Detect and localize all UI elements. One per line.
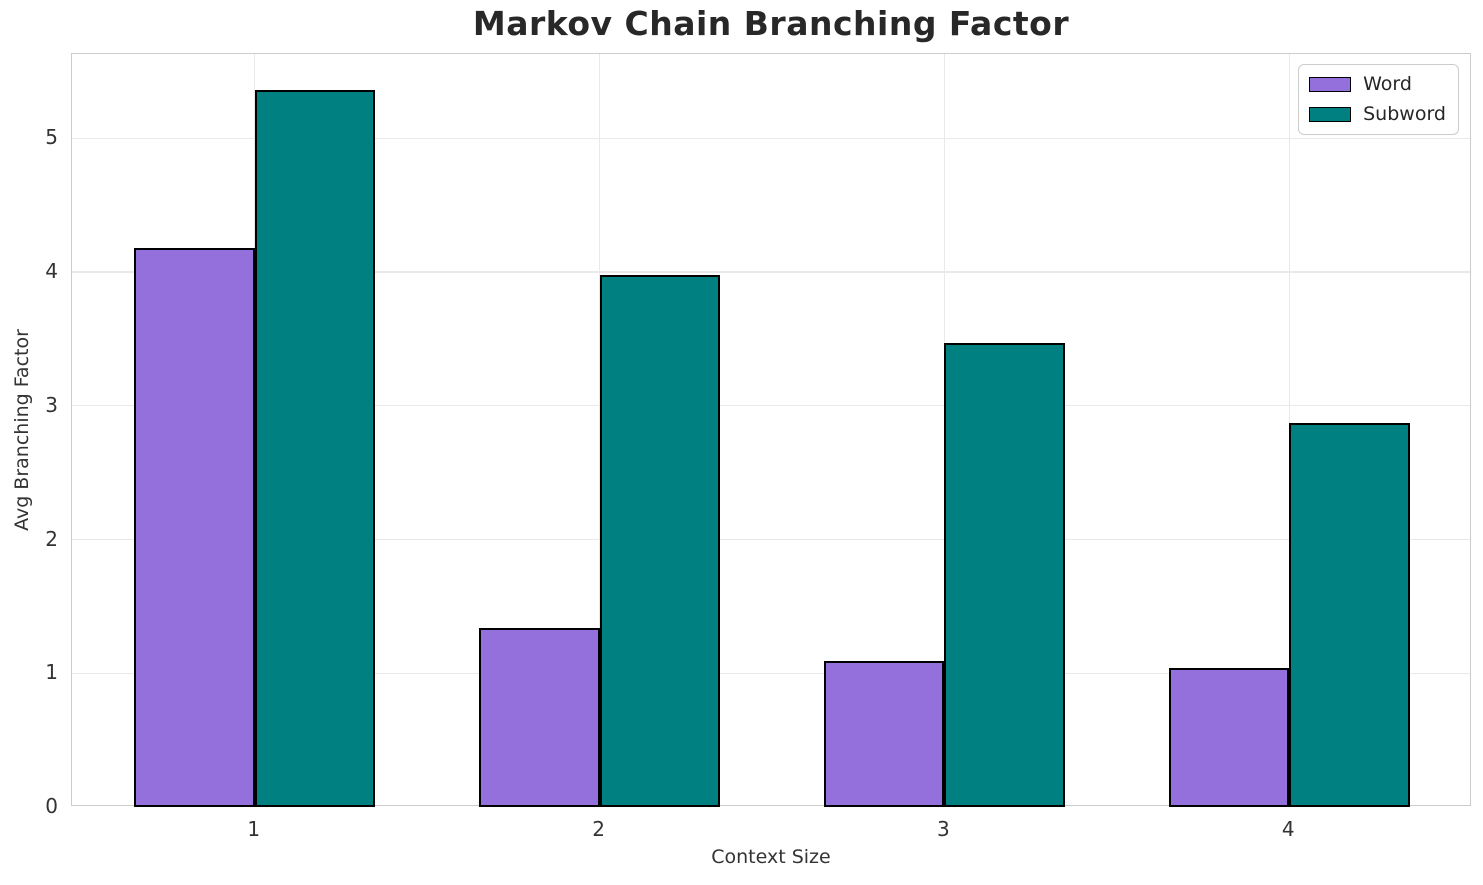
plot-area: Word Subword [71,53,1471,807]
legend-item-word: Word [1309,73,1446,96]
gridline-horizontal [72,137,1470,139]
gridline-horizontal [72,405,1470,407]
bar-subword-3 [944,342,1066,807]
legend-swatch-word [1309,76,1352,92]
gridline-horizontal [72,672,1470,674]
chart-title: Markov Chain Branching Factor [472,4,1070,43]
bar-word-2 [478,627,600,807]
gridline-horizontal [72,271,1470,273]
y-tick-label: 3 [45,392,58,417]
bar-subword-2 [599,274,721,807]
bar-subword-1 [254,90,376,807]
y-tick-label: 1 [45,660,58,685]
legend-item-subword: Subword [1309,103,1446,126]
legend: Word Subword [1298,64,1459,135]
y-tick-label: 0 [45,794,58,818]
x-tick-label: 3 [937,817,950,841]
x-tick-label: 2 [592,817,605,841]
y-axis-label: Avg Branching Factor [11,329,33,531]
bar-word-3 [823,661,945,807]
bar-word-4 [1168,667,1290,807]
y-tick-label: 2 [45,526,58,551]
x-tick-label: 1 [247,817,261,841]
x-tick-label: 4 [1281,817,1295,841]
bar-word-1 [134,247,255,807]
x-axis-label: Context Size [711,846,831,868]
bar-subword-4 [1289,423,1410,807]
legend-swatch-subword [1309,106,1352,122]
legend-label-subword: Subword [1363,102,1446,125]
y-tick-label: 4 [45,259,58,283]
legend-label-word: Word [1363,73,1412,95]
gridline-horizontal [72,538,1470,541]
y-tick-label: 5 [45,125,58,150]
